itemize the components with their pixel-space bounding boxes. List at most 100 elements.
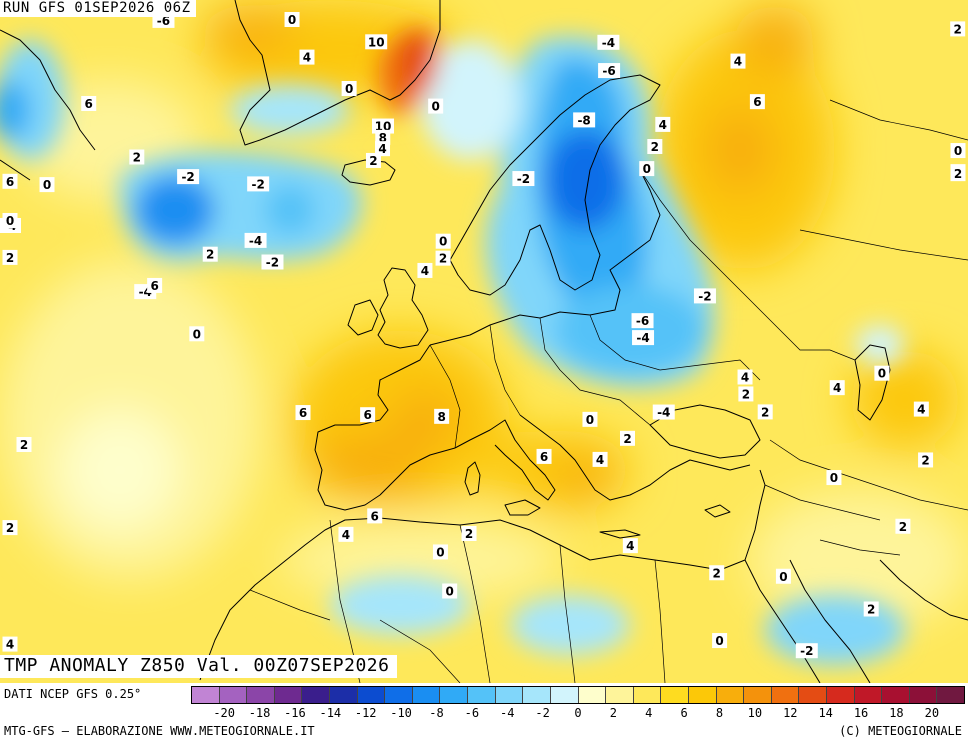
value-label: -4 (249, 234, 262, 248)
color-scale-tick: -16 (284, 706, 306, 720)
value-label-bg (2, 213, 18, 228)
color-scale-tick: 2 (609, 706, 617, 720)
value-label: 4 (421, 264, 429, 278)
credit-right: (C) METEOGIORNALE (839, 724, 962, 738)
value-label: -2 (800, 644, 813, 658)
border-4 (589, 314, 761, 381)
coast-black-sea (649, 404, 761, 459)
color-scale-tick: -6 (464, 706, 480, 720)
field-cold-baltic (555, 285, 705, 375)
value-label: 0 (193, 327, 201, 341)
value-label-bg (202, 246, 218, 262)
value-label: 2 (899, 520, 907, 534)
color-scale-tick: 14 (818, 706, 833, 720)
value-label: -4 (636, 331, 649, 345)
value-label-bg (434, 408, 450, 424)
legend-panel: DATI NCEP GFS 0.25° -20 -18 -16 -14 -12 -10 -8… (0, 683, 968, 745)
coast-scandinavia (449, 74, 661, 296)
value-label: 4 (378, 142, 386, 156)
value-label-bg (829, 380, 845, 396)
color-swatch (799, 687, 828, 703)
map-canvas: -60466-420-2-202-462-4-20261001084200426… (0, 0, 968, 683)
color-scale-tick: 0 (574, 706, 582, 720)
color-swatch (495, 687, 524, 703)
value-label: -2 (698, 289, 711, 303)
anomaly-map: -60466-420-2-202-462-4-20261001084200426… (0, 0, 968, 683)
value-label-bg (622, 538, 638, 554)
border-1 (429, 344, 461, 449)
value-labels: -60466-420-2-202-462-4-20261001084200426… (0, 12, 966, 659)
credit-left: MTG-GFS — ELABORAZIONE WWW.METEOGIORNALE… (4, 724, 315, 738)
value-label: 2 (867, 603, 875, 617)
value-label: -2 (251, 177, 264, 191)
color-scale-tick: 6 (680, 706, 688, 720)
field-cold-greenland-sea (420, 40, 520, 160)
value-label: 2 (742, 387, 750, 401)
value-label: 0 (43, 178, 51, 192)
value-label: -4 (602, 36, 615, 50)
field-cold-sahara (330, 575, 470, 635)
field-cold-caspian (855, 325, 905, 365)
value-label: 6 (363, 408, 371, 422)
value-label-bg (655, 116, 671, 132)
value-label: 4 (917, 403, 925, 417)
value-label: 0 (446, 585, 454, 599)
value-label: 0 (878, 367, 886, 381)
value-label: 6 (371, 509, 379, 523)
value-label-bg (512, 171, 535, 187)
value-label-bg (737, 369, 753, 385)
coast-balkans (519, 414, 751, 501)
value-label: 0 (643, 162, 651, 176)
color-scale-tick: 16 (853, 706, 869, 720)
coast-africa-north (199, 517, 746, 681)
value-label-bg (261, 254, 284, 270)
border-3 (539, 317, 651, 426)
value-label: -4 (657, 406, 670, 420)
field-cold-arabia (765, 595, 905, 665)
field-warm-france (390, 390, 460, 450)
value-label-bg (284, 12, 300, 27)
value-label: 4 (833, 381, 841, 395)
color-swatch (909, 687, 938, 703)
color-swatch (440, 687, 469, 703)
color-swatch (192, 687, 220, 703)
color-swatch (468, 687, 496, 703)
color-scale-tick: 8 (715, 706, 724, 720)
value-label-bg (536, 448, 552, 464)
field-cold-atlantic-core2 (265, 185, 315, 235)
value-label: 0 (288, 13, 296, 27)
value-label-bg (442, 583, 458, 599)
coast-europe-north (429, 319, 506, 346)
value-label: 2 (206, 248, 214, 262)
color-scale-ticks: -20 -18 -16 -14 -12 -10 -8 -6 -4 -2 0 2 4 6 8 10 12 14 16 1… (191, 706, 965, 722)
value-label: 6 (540, 450, 548, 464)
coast-greenland (234, 0, 441, 146)
value-label: 4 (734, 55, 742, 69)
value-label-bg (775, 568, 791, 584)
value-label-bg (693, 288, 716, 304)
color-scale-tick: 10 (747, 706, 763, 720)
coast-caspian (854, 344, 891, 421)
value-label: 6 (753, 95, 761, 109)
value-label-bg (341, 81, 357, 96)
value-label-bg (147, 277, 163, 293)
product-title: TMP ANOMALY Z850 Val. 00Z07SEP2026 (0, 655, 398, 678)
color-swatch (302, 687, 331, 703)
color-scale-tick: -2 (535, 706, 550, 720)
value-label-bg (2, 173, 18, 189)
value-label: 0 (436, 545, 444, 559)
value-label-bg (573, 112, 596, 128)
color-swatch (827, 687, 855, 703)
value-label: 0 (779, 570, 787, 584)
value-label: 0 (954, 144, 962, 158)
coast-sicily (504, 499, 541, 516)
value-label-bg (360, 407, 376, 423)
value-label: 10 (368, 35, 385, 49)
color-swatch (661, 687, 689, 703)
color-swatch (937, 687, 965, 703)
coast-levant (744, 469, 766, 561)
value-label-bg (295, 405, 311, 421)
value-label-bg (177, 169, 200, 185)
value-label-bg (631, 313, 654, 329)
value-label-bg (372, 118, 394, 134)
